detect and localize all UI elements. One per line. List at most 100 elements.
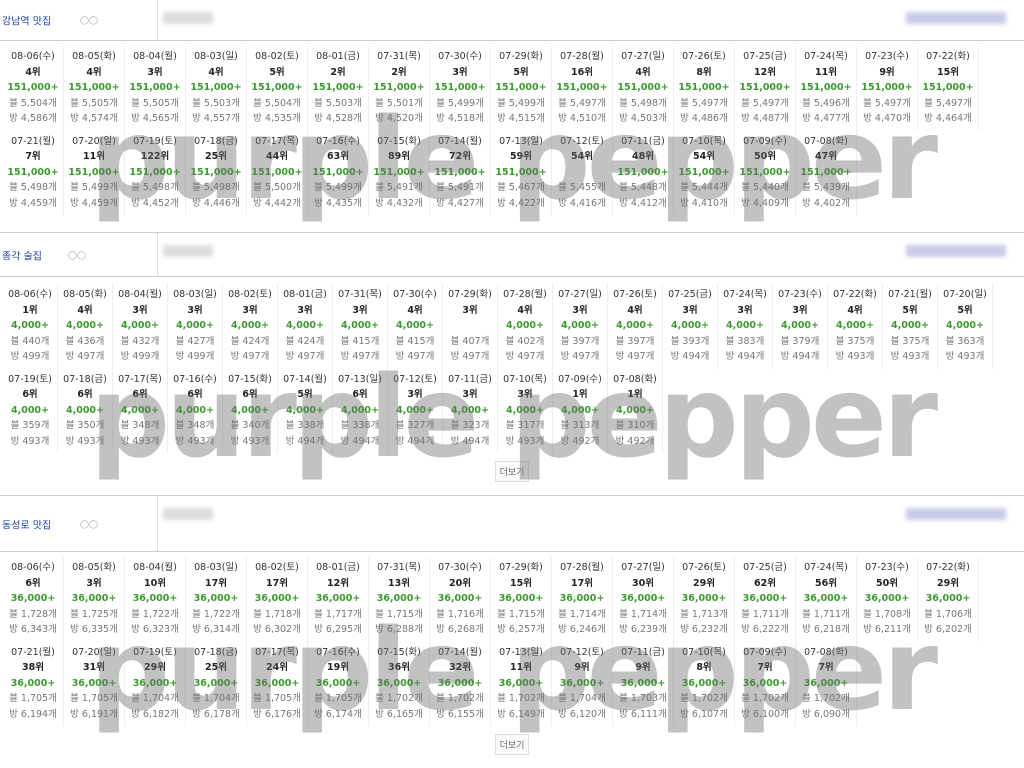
search-volume: 151,000+: [251, 82, 303, 93]
cafe-count: 방 4,503개: [619, 113, 667, 124]
blog-count: 블 1,718개: [253, 608, 301, 620]
blog-count: 블 1,702개: [741, 693, 789, 704]
cafe-count: 방 499개: [120, 351, 160, 362]
rank: 44위: [266, 151, 288, 162]
cafe-count: 방 493개: [835, 351, 875, 362]
date: 07-20(일): [943, 289, 987, 300]
rank-cell: 07-18(금) 25위 36,000+ 블 1,704개 방 6,178개: [186, 641, 247, 726]
search-volume: 4,000+: [505, 320, 544, 331]
section-header: 동성로 맛집 ◯◯: [0, 496, 1024, 552]
rank: 12위: [754, 66, 776, 78]
cafe-count: 방 497개: [395, 351, 435, 362]
rank-cell: 07-13(일) 59위 151,000+ 블 5,467개 방 4,422개: [491, 130, 552, 215]
search-volume: 151,000+: [556, 82, 608, 93]
date: 07-08(화): [804, 646, 848, 658]
date: 07-24(목): [723, 289, 767, 300]
search-volume: 151,000+: [312, 166, 364, 178]
cafe-count: 방 6,222개: [741, 624, 789, 635]
blog-count: 블 5,504개: [253, 97, 301, 109]
rank-cell: 07-27(일) 30위 36,000+ 블 1,714개 방 6,239개: [613, 557, 674, 642]
rank-cell: 08-03(일) 17위 36,000+ 블 1,722개 방 6,314개: [186, 557, 247, 642]
blog-count: 블 424개: [285, 335, 325, 347]
cafe-count: 방 4,459개: [9, 197, 57, 209]
rank-cell: 07-29(화) 15위 36,000+ 블 1,715개 방 6,257개: [491, 557, 552, 642]
cafe-count: 방 492개: [560, 435, 600, 447]
search-volume: 151,000+: [495, 82, 547, 93]
blog-count: 블 359개: [10, 420, 50, 431]
blog-count: 블 5,499개: [497, 97, 545, 109]
rank: 3위: [187, 304, 203, 316]
rank-cell: 07-25(금) 12위 151,000+ 블 5,497개 방 4,487개: [735, 46, 796, 131]
cafe-count: 방 6,211개: [863, 624, 911, 635]
rank: 4위: [86, 66, 102, 78]
rank-cell: 07-13(일) 6위 4,000+ 블 338개 방 494개: [333, 368, 388, 453]
empty: [552, 165, 612, 181]
rank-cell: 08-05(화) 3위 36,000+ 블 1,725개 방 6,335개: [64, 557, 125, 642]
rank: 5위: [902, 304, 918, 316]
date: 07-25(금): [668, 289, 712, 300]
rank: 12위: [327, 577, 349, 589]
cafe-count: 방 493개: [230, 435, 270, 447]
search-volume: 4,000+: [175, 404, 214, 416]
search-volume: 4,000+: [285, 404, 324, 416]
cafe-count: 방 4,486개: [680, 113, 728, 124]
more-button[interactable]: 더보기: [495, 734, 529, 755]
blog-count: 블 1,702개: [802, 693, 850, 704]
search-volume: 4,000+: [560, 320, 599, 331]
divider: [157, 233, 158, 276]
blog-count: 블 379개: [780, 335, 820, 347]
rank-cell: 08-06(수) 6위 36,000+ 블 1,728개 방 6,343개: [3, 557, 64, 642]
blog-count: 블 5,499개: [436, 97, 484, 109]
rank: 72위: [449, 151, 471, 162]
cafe-count: 방 497개: [65, 351, 105, 362]
search-volume: 151,000+: [190, 82, 242, 93]
rank: 3위: [352, 304, 368, 316]
blurred-text: [906, 508, 1006, 520]
section-title[interactable]: 동성로 맛집: [2, 520, 52, 531]
date: 07-08(화): [804, 135, 848, 147]
rank: 15위: [937, 66, 959, 78]
section-title[interactable]: 강남역 맛집: [2, 16, 52, 28]
cafe-count: 방 4,409개: [741, 197, 789, 209]
cafe-count: 방 4,446개: [192, 197, 240, 209]
rank-cell: 07-10(목) 54위 151,000+ 블 5,444개 방 4,410개: [674, 130, 735, 215]
cafe-count: 방 6,165개: [375, 708, 423, 720]
cafe-count: 방 6,295개: [314, 624, 362, 635]
cafe-count: 방 6,257개: [497, 624, 545, 635]
blog-count: 블 1,716개: [436, 608, 484, 620]
date: 07-15(화): [228, 373, 272, 385]
rank-cell: 07-31(목) 2위 151,000+ 블 5,501개 방 4,520개: [369, 46, 430, 131]
blog-count: 블 5,491개: [375, 182, 423, 193]
date: 08-01(금): [316, 562, 360, 573]
date: 07-16(수): [316, 646, 360, 658]
blog-count: 블 415개: [395, 335, 435, 347]
blurred-text: [163, 12, 213, 24]
rank-cell: 07-17(목) 44위 151,000+ 블 5,500개 방 4,442개: [247, 130, 308, 215]
section: 강남역 맛집 ◯◯ 08-06(수) 4위 151,000+ 블 5,504개 방 4,58…: [0, 0, 1024, 232]
section-title[interactable]: 종각 술집: [2, 251, 42, 262]
rank-cell: 07-21(월) 38위 36,000+ 블 1,705개 방 6,194개: [3, 641, 64, 726]
search-volume: 36,000+: [620, 677, 666, 689]
cafe-count: 방 6,149개: [497, 708, 545, 720]
rank: 29위: [937, 577, 959, 589]
search-volume: 4,000+: [450, 404, 489, 416]
blog-count: 블 5,448개: [619, 182, 667, 193]
rank: 9위: [879, 66, 895, 78]
search-volume: 4,000+: [615, 404, 654, 416]
rank-cell: 07-20(일) 31위 36,000+ 블 1,705개 방 6,191개: [64, 641, 125, 726]
search-volume: 36,000+: [10, 677, 56, 689]
blog-count: 블 427개: [175, 335, 215, 347]
rank: 29위: [144, 662, 166, 673]
more-button[interactable]: 더보기: [495, 461, 529, 482]
rank: 4위: [847, 304, 863, 316]
cafe-count: 방 499개: [10, 351, 50, 362]
info-icons: ◯◯: [80, 15, 98, 25]
cafe-count: 방 4,574개: [70, 113, 118, 124]
cafe-count: 방 6,343개: [9, 624, 57, 635]
blog-count: 블 1,722개: [192, 608, 240, 620]
blog-count: 블 323개: [450, 420, 490, 431]
rank-cell: 07-28(월) 17위 36,000+ 블 1,714개 방 6,246개: [552, 557, 613, 642]
search-volume: 36,000+: [315, 677, 361, 689]
date: 07-12(토): [560, 135, 604, 147]
